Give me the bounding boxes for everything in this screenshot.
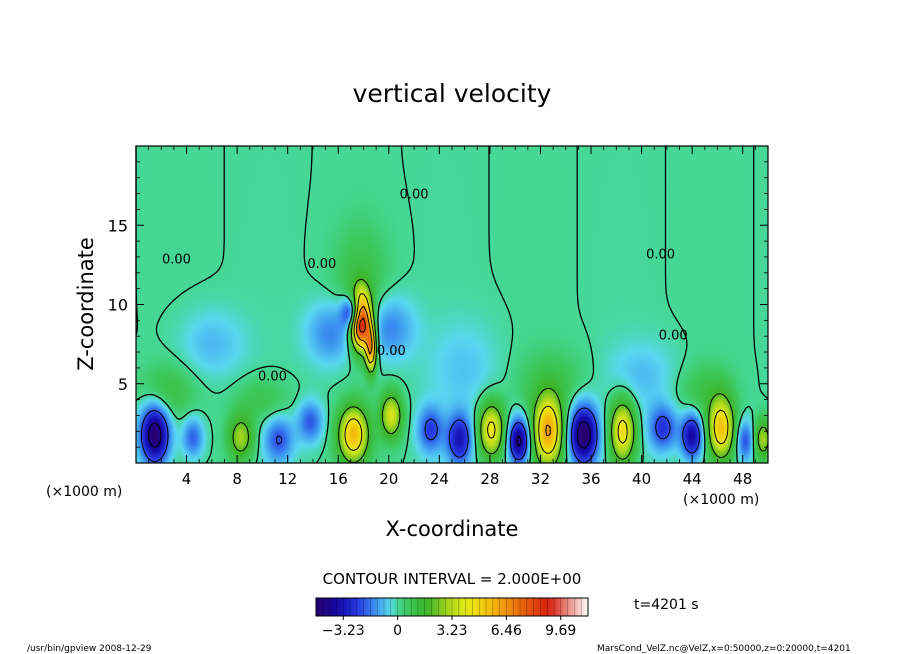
contour-label: 0.00	[377, 344, 406, 359]
contour-level-6	[356, 305, 551, 437]
contour-level-0	[135, 145, 769, 464]
x-tick-label: 32	[531, 470, 550, 488]
y-tick-label: 15	[108, 216, 128, 235]
x-tick-label: 16	[329, 470, 348, 488]
contour-level-2	[232, 278, 769, 464]
contour-interval: CONTOUR INTERVAL = 2.000E+00	[323, 570, 582, 588]
footer-left: /usr/bin/gpview 2008-12-29	[27, 644, 152, 654]
colorbar-tick-label: 0	[393, 623, 402, 639]
contour-label: 0.00	[307, 257, 336, 272]
colorbar-tick-label: 6.46	[491, 623, 522, 639]
y-axis: 5 10 15	[108, 161, 768, 448]
colorbar-tick-label: −3.23	[322, 623, 365, 639]
x-tick-label: 48	[733, 470, 752, 488]
contour-label: 0.00	[258, 370, 287, 385]
x-axis-label: X-coordinate	[386, 517, 519, 541]
y-tick-label: 5	[118, 375, 128, 394]
x-tick-label: 40	[632, 470, 651, 488]
x-unit-left: (×1000 m)	[46, 484, 122, 500]
contour-label: 0.00	[646, 248, 675, 263]
colorbar: −3.23 0 3.23 6.46 9.69	[315, 597, 589, 639]
colorbar-ticks: −3.23 0 3.23 6.46 9.69	[322, 616, 576, 639]
contour-level-8	[359, 317, 366, 333]
colorbar-divisions	[322, 598, 582, 616]
x-tick-label: 44	[683, 470, 702, 488]
x-axis: 4 8 12 16 20 24 28 32 36 40 44 48	[148, 146, 756, 488]
x-tick-label: 8	[232, 470, 242, 488]
contour-lines	[135, 145, 769, 464]
x-tick-label: 12	[278, 470, 297, 488]
time-label: t=4201 s	[634, 597, 699, 613]
colorbar-tick-label: 9.69	[545, 623, 576, 639]
contour-level--2	[140, 407, 700, 463]
contour-level--4	[148, 421, 591, 449]
contour-level-4	[344, 293, 729, 454]
x-unit-right: (×1000 m)	[683, 492, 759, 508]
contour-label: 0.00	[162, 252, 191, 267]
contour-label: 0.00	[400, 187, 429, 202]
footer-right: MarsCond_VelZ.nc@VelZ,x=0:50000,z=0:2000…	[597, 644, 851, 654]
x-tick-label: 36	[581, 470, 600, 488]
heatmap	[136, 146, 768, 463]
x-tick-label: 28	[480, 470, 499, 488]
y-axis-label: Z-coordinate	[74, 237, 98, 371]
colorbar-tick-label: 3.23	[436, 623, 467, 639]
plot-area: 0.00 0.00 0.00 0.00 0.00 0.00 0.00	[135, 145, 769, 464]
y-tick-label: 10	[108, 296, 128, 315]
chart-title: vertical velocity	[353, 79, 552, 108]
contour-labels: 0.00 0.00 0.00 0.00 0.00 0.00 0.00	[162, 187, 688, 384]
x-tick-label: 4	[182, 470, 192, 488]
contour-label: 0.00	[659, 328, 688, 343]
x-tick-label: 20	[379, 470, 398, 488]
x-tick-label: 24	[430, 470, 449, 488]
